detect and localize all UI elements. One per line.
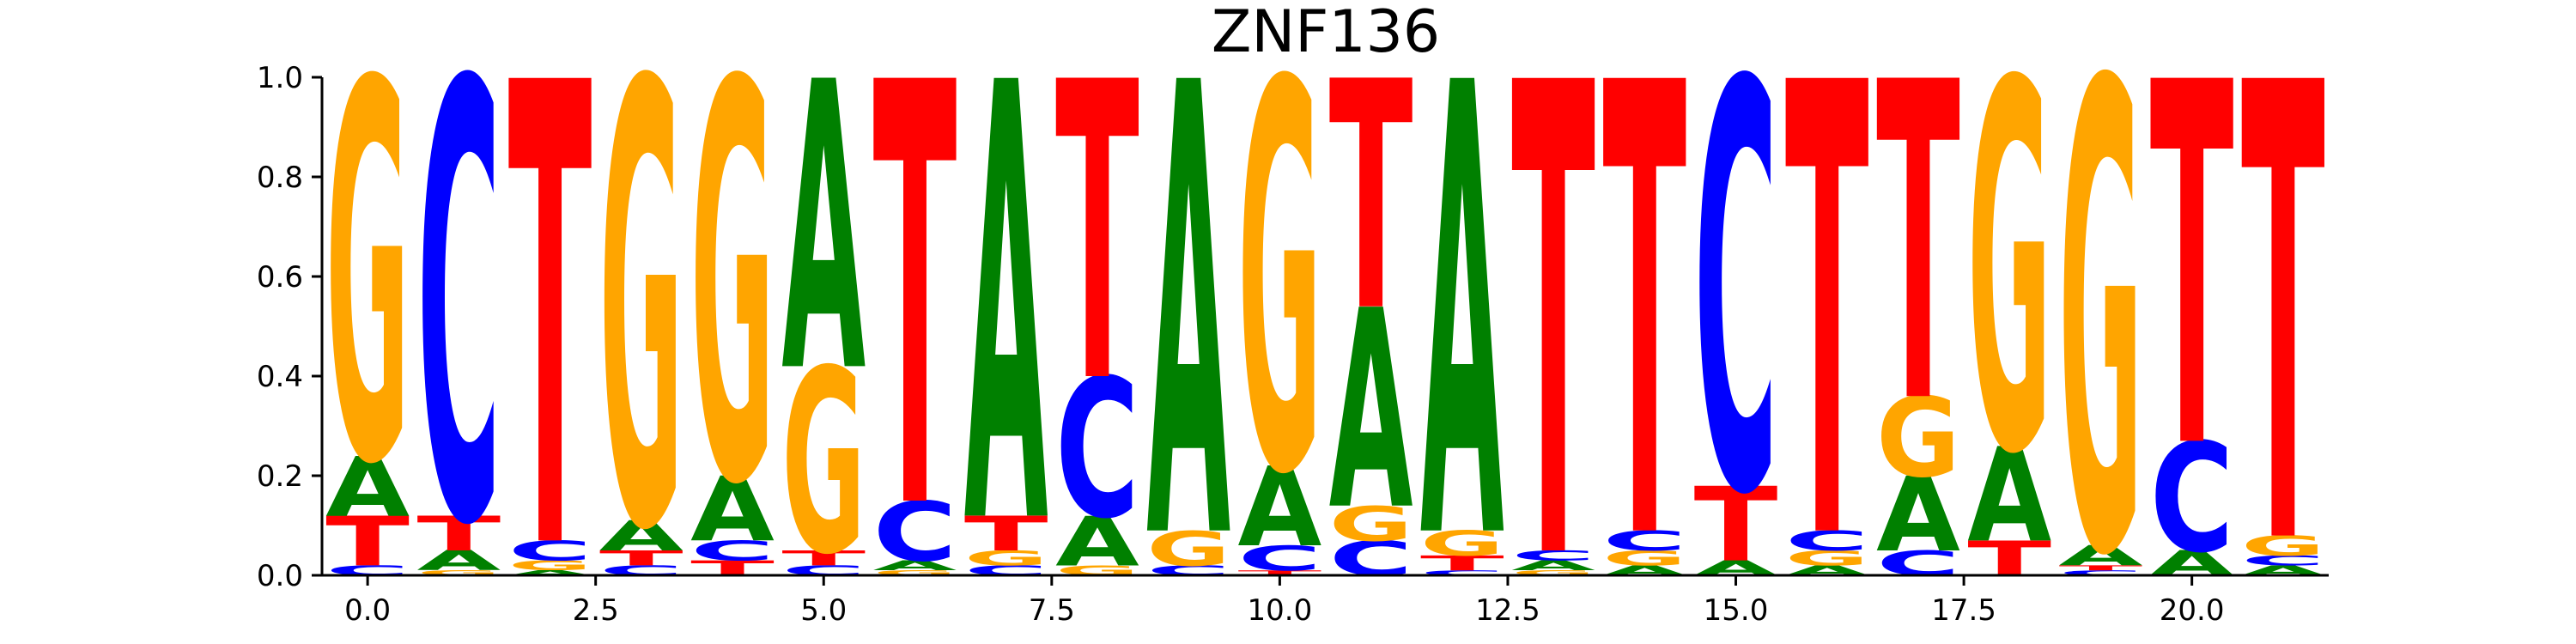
logo-letter-C-pos-10: C xyxy=(1238,539,1322,579)
logo-letter-C-pos-12: C xyxy=(1420,569,1504,577)
logo-letter-G-pos-14: G xyxy=(1602,546,1686,570)
x-tick-label: 17.5 xyxy=(1931,593,1996,628)
logo-letter-G-pos-21: G xyxy=(2241,530,2325,562)
logo-letter-G-pos-16: G xyxy=(1785,546,1869,570)
logo-letter-T-pos-0: T xyxy=(325,502,410,582)
logo-letter-G-pos-12: G xyxy=(1420,524,1504,563)
logo-letter-T-pos-7: T xyxy=(964,506,1048,562)
logo-letter-C-pos-21: C xyxy=(2241,553,2325,568)
logo-letter-C-pos-2: C xyxy=(508,535,592,567)
logo-letter-A-pos-2: A xyxy=(508,569,592,577)
logo-letter-C-pos-6: C xyxy=(873,485,957,580)
logo-letter-A-pos-13: A xyxy=(1511,558,1595,574)
logo-letter-T-pos-20: T xyxy=(2150,0,2234,559)
logo-letter-G-pos-5: G xyxy=(781,316,866,610)
logo-letter-A-pos-5: A xyxy=(781,0,866,460)
logo-letter-G-pos-3: G xyxy=(599,0,683,644)
logo-letter-C-pos-1: C xyxy=(416,0,501,644)
logo-letter-C-pos-13: C xyxy=(1511,548,1595,563)
logo-letter-T-pos-5: T xyxy=(781,547,866,571)
logo-letter-C-pos-19: C xyxy=(2059,569,2143,577)
logo-letter-A-pos-8: A xyxy=(1055,502,1139,582)
logo-letter-A-pos-18: A xyxy=(1967,420,2051,571)
logo-letter-G-pos-0: G xyxy=(325,0,410,579)
logo-letter-T-pos-8: T xyxy=(1055,0,1139,474)
x-tick-label: 15.0 xyxy=(1704,593,1769,628)
logo-letter-G-pos-18: G xyxy=(1967,0,2051,566)
logo-letter-T-pos-15: T xyxy=(1694,466,1778,585)
logo-letter-G-pos-11: G xyxy=(1329,496,1413,552)
logo-letter-C-pos-20: C xyxy=(2150,411,2234,586)
y-tick-label: 0.4 xyxy=(257,360,303,394)
logo-letter-C-pos-4: C xyxy=(690,535,775,567)
logo-letter-A-pos-9: A xyxy=(1146,0,1231,644)
axes-layer: 0.0 0.2 0.4 0.6 0.8 1.0 0.0 2.5 5.0 7.5 10.0 12.5 15… xyxy=(257,61,2329,628)
logo-letter-C-pos-15: C xyxy=(1694,0,1778,617)
logo-letter-T-pos-19: T xyxy=(2059,564,2143,572)
logo-letter-C-pos-17: C xyxy=(1876,544,1960,584)
logo-letter-G-pos-10: G xyxy=(1238,0,1322,592)
logo-letter-C-pos-14: C xyxy=(1602,525,1686,556)
logo-letter-G-pos-6: G xyxy=(873,569,957,577)
logo-letter-A-pos-4: A xyxy=(690,459,775,562)
logo-letter-A-pos-11: A xyxy=(1329,254,1413,571)
logo-letter-T-pos-16: T xyxy=(1785,0,1869,644)
logo-letter-T-pos-3: T xyxy=(599,547,683,571)
logo-letter-A-pos-6: A xyxy=(873,558,957,574)
logo-letter-G-pos-19: G xyxy=(2059,0,2143,644)
logo-letter-A-pos-7: A xyxy=(964,0,1049,644)
x-tick-label: 2.5 xyxy=(573,593,619,628)
logo-letter-A-pos-10: A xyxy=(1238,444,1322,572)
logo-letter-A-pos-3: A xyxy=(599,513,683,561)
logo-letter-T-pos-2: T xyxy=(508,0,592,644)
logo-letter-G-pos-1: G xyxy=(416,569,501,577)
logo-letter-T-pos-17: T xyxy=(1876,0,1960,500)
logo-letter-C-pos-16: C xyxy=(1785,525,1869,556)
x-tick-label: 5.0 xyxy=(800,593,847,628)
x-tick-label: 7.5 xyxy=(1029,593,1075,628)
logo-letter-T-pos-1: T xyxy=(416,506,501,562)
logo-letter-C-pos-11: C xyxy=(1329,532,1413,587)
logo-letter-T-pos-10: T xyxy=(1238,569,1322,577)
y-tick-label: 0.2 xyxy=(257,459,303,494)
logo-letter-T-pos-18: T xyxy=(1967,531,2051,586)
y-tick-label: 0.8 xyxy=(257,161,303,195)
logo-letter-G-pos-4: G xyxy=(690,0,775,605)
logo-letter-G-pos-2: G xyxy=(508,558,592,574)
logo-letter-G-pos-9: G xyxy=(1146,521,1230,577)
logo-letter-G-pos-7: G xyxy=(964,546,1048,570)
x-tick-label: 12.5 xyxy=(1475,593,1540,628)
logo-letter-C-pos-8: C xyxy=(1055,339,1139,561)
y-tick-label: 1.0 xyxy=(257,61,303,95)
x-tick-label: 0.0 xyxy=(344,593,391,628)
logo-letter-A-pos-12: A xyxy=(1420,0,1505,644)
logo-letter-A-pos-1: A xyxy=(416,545,501,577)
logo-letter-G-pos-13: G xyxy=(1511,569,1595,577)
logo-letter-T-pos-12: T xyxy=(1420,551,1504,575)
chart-title: ZNF136 xyxy=(1212,0,1440,66)
y-tick-label: 0.0 xyxy=(257,559,303,593)
logo-letter-A-pos-0: A xyxy=(325,440,410,536)
x-tick-label: 10.0 xyxy=(1248,593,1313,628)
logo-letter-T-pos-21: T xyxy=(2241,0,2325,644)
logo-letter-A-pos-17: A xyxy=(1876,455,1960,574)
logo-letter-A-pos-19: A xyxy=(2059,540,2143,572)
logo-letter-T-pos-11: T xyxy=(1329,15,1413,380)
logo-letter-T-pos-6: T xyxy=(873,0,957,638)
y-tick-label: 0.6 xyxy=(257,260,303,295)
x-tick-label: 20.0 xyxy=(2160,593,2225,628)
logo-letter-G-pos-17: G xyxy=(1876,375,1960,502)
logo-letter-T-pos-14: T xyxy=(1602,0,1686,644)
logo-letter-T-pos-13: T xyxy=(1511,0,1595,644)
